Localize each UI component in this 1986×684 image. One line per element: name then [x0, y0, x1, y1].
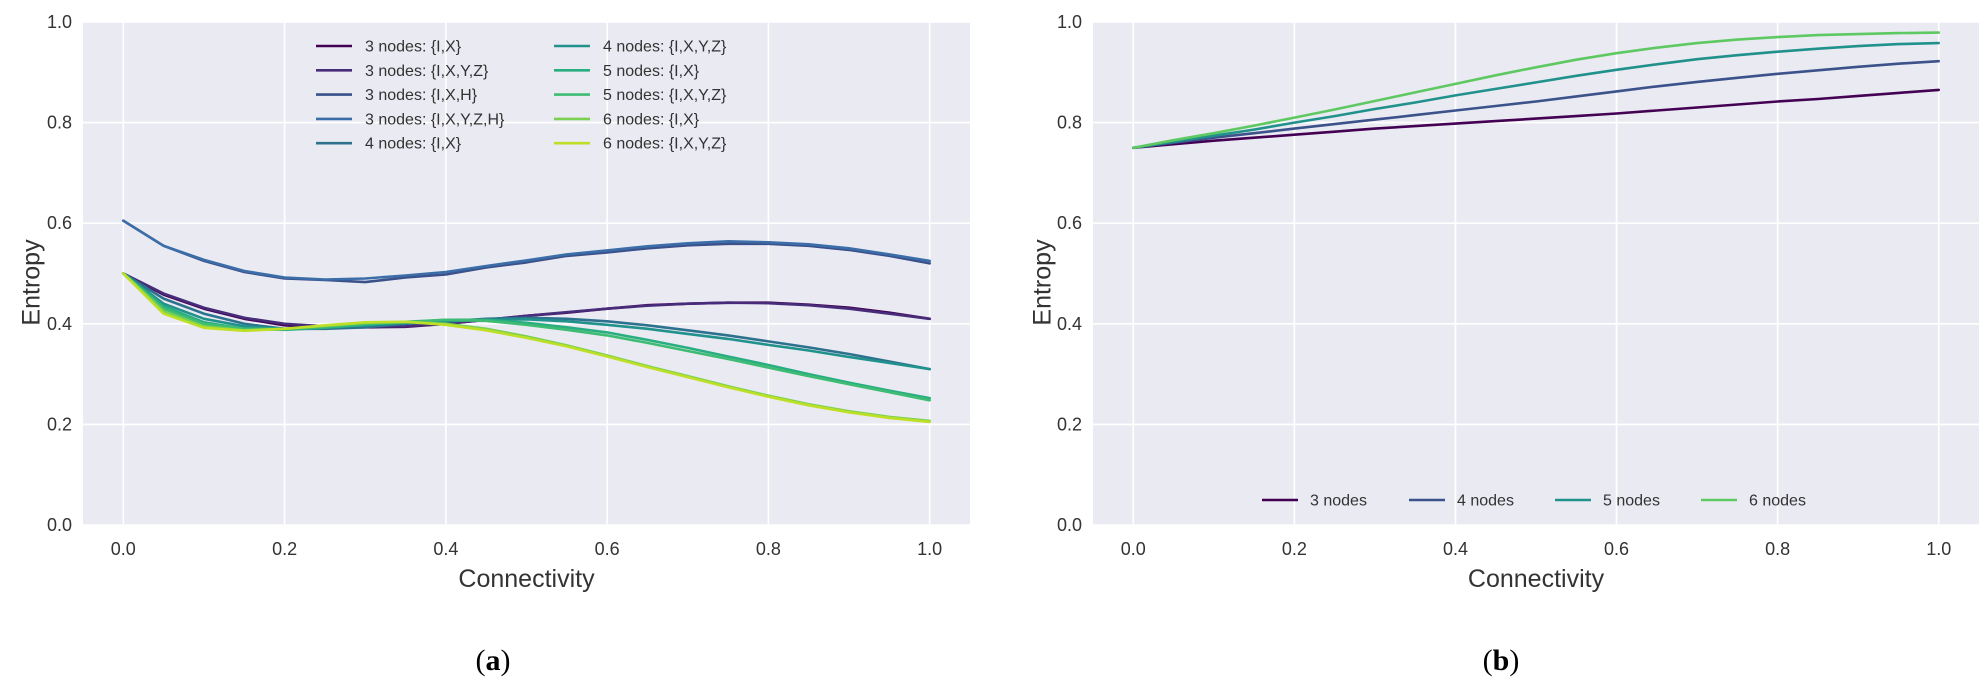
panel-b-x-tick-label: 1.0	[1926, 539, 1951, 559]
panel-a-y-tick-label: 0.8	[47, 113, 72, 133]
panel-b-series-line	[1132, 88, 1940, 150]
panel-a-caption: (a)	[476, 644, 511, 677]
panel-a-y-tick-label: 0.6	[47, 213, 72, 233]
panel-a-legend-label: 4 nodes: {I,X}	[365, 136, 462, 153]
panel-a-legend: 3 nodes: {I,X} 3 nodes: {I,X,Y,Z} 3 nodes:…	[316, 39, 727, 153]
panel-a-series-line	[122, 272, 931, 424]
panel-a-y-axis-label: Entropy	[18, 239, 46, 326]
panel-a-legend-label: 3 nodes: {I,X,H}	[365, 87, 478, 104]
panel-a-y-tick-label: 0.0	[47, 515, 72, 535]
panel-b-x-tick-label: 0.0	[1121, 539, 1146, 559]
panel-b-caption: (b)	[1483, 644, 1520, 677]
panel-a-y-tick-label: 1.0	[47, 12, 72, 32]
panel-a-x-tick-label: 0.0	[111, 539, 136, 559]
panel-b-y-tick-label: 0.6	[1057, 213, 1082, 233]
panel-b-x-tick-label: 0.8	[1765, 539, 1790, 559]
panel-b-y-axis-label: Entropy	[1029, 239, 1057, 326]
panel-b-legend-label: 3 nodes	[1310, 493, 1367, 510]
panel-b-legend-label: 4 nodes	[1457, 493, 1514, 510]
panel-a-x-tick-label: 0.8	[756, 539, 781, 559]
panel-a-series-line	[122, 219, 931, 281]
panel-a-series-line	[122, 272, 931, 371]
panel-a-legend-label: 6 nodes: {I,X,Y,Z}	[603, 136, 727, 153]
panel-b-series-line	[1132, 41, 1940, 150]
panel-a-series-line	[122, 272, 931, 329]
panel-b-legend-label: 6 nodes	[1749, 493, 1806, 510]
panel-a-x-tick-label: 0.4	[433, 539, 458, 559]
panel-a-x-tick-label: 0.2	[272, 539, 297, 559]
panel-a-legend-label: 3 nodes: {I,X,Y,Z,H}	[365, 111, 505, 128]
panel-b-y-tick-label: 0.2	[1057, 414, 1082, 434]
panel-a-x-tick-label: 1.0	[917, 539, 942, 559]
panel-b-x-axis-label: Connectivity	[1468, 565, 1605, 593]
panel-a-x-axis-label: Connectivity	[458, 565, 595, 593]
panel-b-series-line	[1132, 31, 1940, 150]
panel-a-x-tick-label: 0.6	[595, 539, 620, 559]
panel-b-x-tick-label: 0.4	[1443, 539, 1468, 559]
panel-b-y-tick-label: 1.0	[1057, 12, 1082, 32]
panel-a-legend-label: 6 nodes: {I,X}	[603, 111, 700, 128]
panel-b-series-line	[1132, 59, 1940, 150]
panel-b-x-tick-label: 0.2	[1282, 539, 1307, 559]
panel-a-legend-label: 5 nodes: {I,X}	[603, 63, 700, 80]
panel-b-legend: 3 nodes 4 nodes 5 nodes 6 nodes	[1262, 493, 1806, 510]
panel-b-x-tick-label: 0.6	[1604, 539, 1629, 559]
panel-a-series-line	[122, 272, 931, 371]
panel-a-legend-label: 3 nodes: {I,X}	[365, 39, 462, 56]
panel-a-legend-label: 3 nodes: {I,X,Y,Z}	[365, 63, 489, 80]
panel-a-legend-label: 4 nodes: {I,X,Y,Z}	[603, 39, 727, 56]
panel-a-y-tick-label: 0.2	[47, 414, 72, 434]
panel-b-plot-background	[1093, 22, 1979, 525]
panel-a-y-tick-label: 0.4	[47, 314, 72, 334]
panel-b-y-tick-label: 0.0	[1057, 515, 1082, 535]
panel-b-y-tick-label: 0.8	[1057, 113, 1082, 133]
panel-a: 0.0 0.2 0.4 0.6 0.8 1.0 0.0 0.2 0.4 0.6 0.8 1.0 Conn…	[18, 12, 970, 677]
panel-b-legend-label: 5 nodes	[1603, 493, 1660, 510]
panel-b: 0.0 0.2 0.4 0.6 0.8 1.0 0.0 0.2 0.4 0.6 0.8 1.0 Conn…	[1029, 12, 1979, 677]
panel-a-plot-background	[83, 22, 970, 525]
panel-b-y-tick-label: 0.4	[1057, 314, 1082, 334]
panel-a-legend-label: 5 nodes: {I,X,Y,Z}	[603, 87, 727, 104]
